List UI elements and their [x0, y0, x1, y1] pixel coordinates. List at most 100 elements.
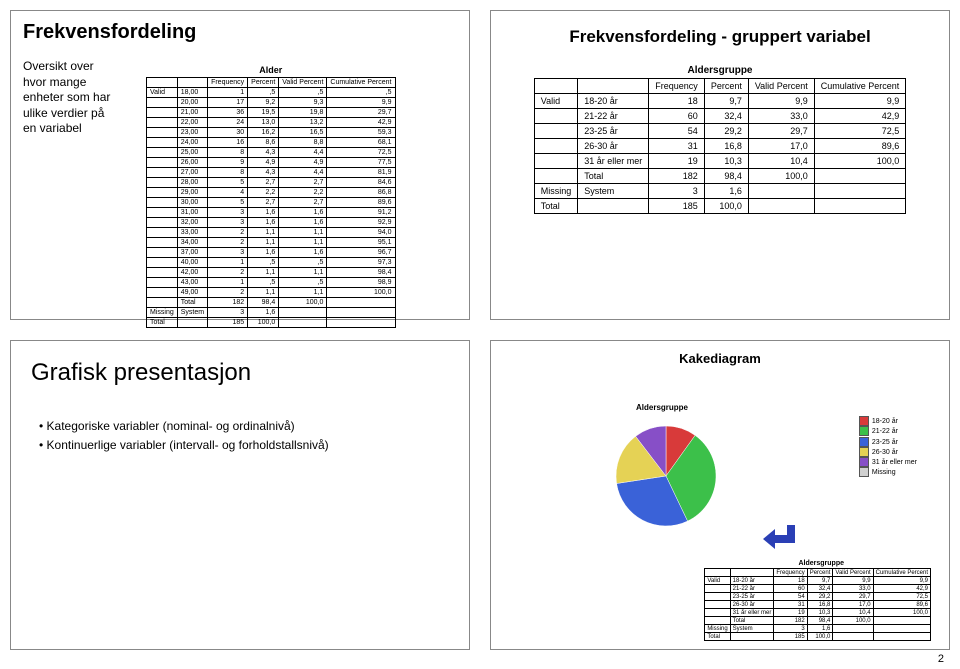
cell: 92,9 — [327, 218, 395, 228]
cell: 31 — [649, 139, 705, 154]
side-text-line: en variabel — [23, 121, 138, 137]
cell: 1,1 — [248, 228, 279, 238]
cell: 26-30 år — [578, 139, 649, 154]
slide-frekvensfordeling: Frekvensfordeling Oversikt overhvor mang… — [10, 10, 470, 320]
cell: 13,0 — [248, 118, 279, 128]
column-header: Valid Percent — [833, 569, 873, 577]
cell: 16,8 — [807, 601, 833, 609]
column-header — [534, 79, 578, 94]
cell: 26,00 — [177, 158, 207, 168]
cell — [147, 128, 178, 138]
cell: Total — [534, 199, 578, 214]
legend-label: 26-30 år — [872, 449, 898, 456]
cell: 18-20 år — [730, 577, 774, 585]
cell: 40,00 — [177, 258, 207, 268]
table-row: Valid18-20 år189,79,99,9 — [534, 94, 906, 109]
pie-legend: 18-20 år21-22 år23-25 år26-30 år31 år el… — [859, 416, 917, 478]
cell: 100,0 — [248, 318, 279, 328]
cell: 29,2 — [807, 593, 833, 601]
cell: 42,9 — [814, 109, 906, 124]
column-header — [730, 569, 774, 577]
cell: 37,00 — [177, 248, 207, 258]
cell: 3 — [208, 308, 248, 318]
cell: 10,3 — [807, 609, 833, 617]
cell: 100,0 — [833, 617, 873, 625]
cell: 42,00 — [177, 268, 207, 278]
cell: 60 — [774, 585, 807, 593]
cell — [147, 138, 178, 148]
cell: 98,4 — [704, 169, 748, 184]
cell: 89,6 — [327, 198, 395, 208]
legend-label: 23-25 år — [872, 438, 898, 445]
table-row: 25,0084,34,472,5 — [147, 148, 396, 158]
cell: 24 — [208, 118, 248, 128]
cell: 94,0 — [327, 228, 395, 238]
legend-item: 26-30 år — [859, 447, 917, 457]
legend-swatch — [859, 467, 869, 477]
cell — [327, 298, 395, 308]
cell: 49,00 — [177, 288, 207, 298]
table-row: 23,003016,216,559,3 — [147, 128, 396, 138]
table-row: 37,0031,61,696,7 — [147, 248, 396, 258]
table-row: MissingSystem31,6 — [534, 184, 906, 199]
cell: 1,1 — [279, 228, 327, 238]
legend-item: 21-22 år — [859, 426, 917, 436]
cell: 68,1 — [327, 138, 395, 148]
cell: 81,9 — [327, 168, 395, 178]
cell: 98,4 — [327, 268, 395, 278]
table-row: Total18298,4100,0 — [705, 617, 931, 625]
cell: 26-30 år — [730, 601, 774, 609]
cell: 8 — [208, 168, 248, 178]
cell: 42,9 — [873, 585, 930, 593]
cell — [147, 298, 178, 308]
cell: 100,0 — [327, 288, 395, 298]
cell: 98,4 — [807, 617, 833, 625]
cell — [147, 108, 178, 118]
cell: 29,00 — [177, 188, 207, 198]
cell: 1,1 — [279, 268, 327, 278]
table-row: 30,0052,72,789,6 — [147, 198, 396, 208]
legend-label: Missing — [872, 469, 896, 476]
table-row: 24,00168,68,868,1 — [147, 138, 396, 148]
cell: 185 — [649, 199, 705, 214]
cell: 84,6 — [327, 178, 395, 188]
column-header: Percent — [807, 569, 833, 577]
cell: 1,1 — [279, 238, 327, 248]
cell — [833, 625, 873, 633]
cell: Total — [147, 318, 178, 328]
legend-swatch — [859, 426, 869, 436]
cell: 1,6 — [248, 208, 279, 218]
cell — [147, 238, 178, 248]
slide-title: Kakediagram — [491, 351, 949, 366]
cell: 96,7 — [327, 248, 395, 258]
cell: 98,4 — [248, 298, 279, 308]
cell: 1,6 — [807, 625, 833, 633]
table-row: 22,002413,013,242,9 — [147, 118, 396, 128]
legend-label: 21-22 år — [872, 428, 898, 435]
table-row: 23-25 år5429,229,772,5 — [705, 593, 931, 601]
bullet-item: Kategoriske variabler (nominal- og ordin… — [39, 417, 449, 436]
table-row: 26-30 år3116,817,089,6 — [705, 601, 931, 609]
cell: 25,00 — [177, 148, 207, 158]
cell: 1 — [208, 88, 248, 98]
cell: 1,1 — [248, 238, 279, 248]
bullet-item: Kontinuerlige variabler (intervall- og f… — [39, 436, 449, 455]
cell — [147, 268, 178, 278]
cell: 29,7 — [327, 108, 395, 118]
cell — [534, 139, 578, 154]
cell: Total — [578, 169, 649, 184]
mini-table-caption: Aldersgruppe — [798, 560, 844, 567]
cell: 72,5 — [327, 148, 395, 158]
cell: Valid — [534, 94, 578, 109]
cell: 36 — [208, 108, 248, 118]
legend-item: Missing — [859, 467, 917, 477]
cell: 100,0 — [807, 633, 833, 641]
table-row: Total 185100,0 — [147, 318, 396, 328]
cell: 185 — [208, 318, 248, 328]
cell: 5 — [208, 178, 248, 188]
cell: 30 — [208, 128, 248, 138]
cell — [147, 248, 178, 258]
cell — [833, 633, 873, 641]
legend-swatch — [859, 416, 869, 426]
cell: 54 — [649, 124, 705, 139]
